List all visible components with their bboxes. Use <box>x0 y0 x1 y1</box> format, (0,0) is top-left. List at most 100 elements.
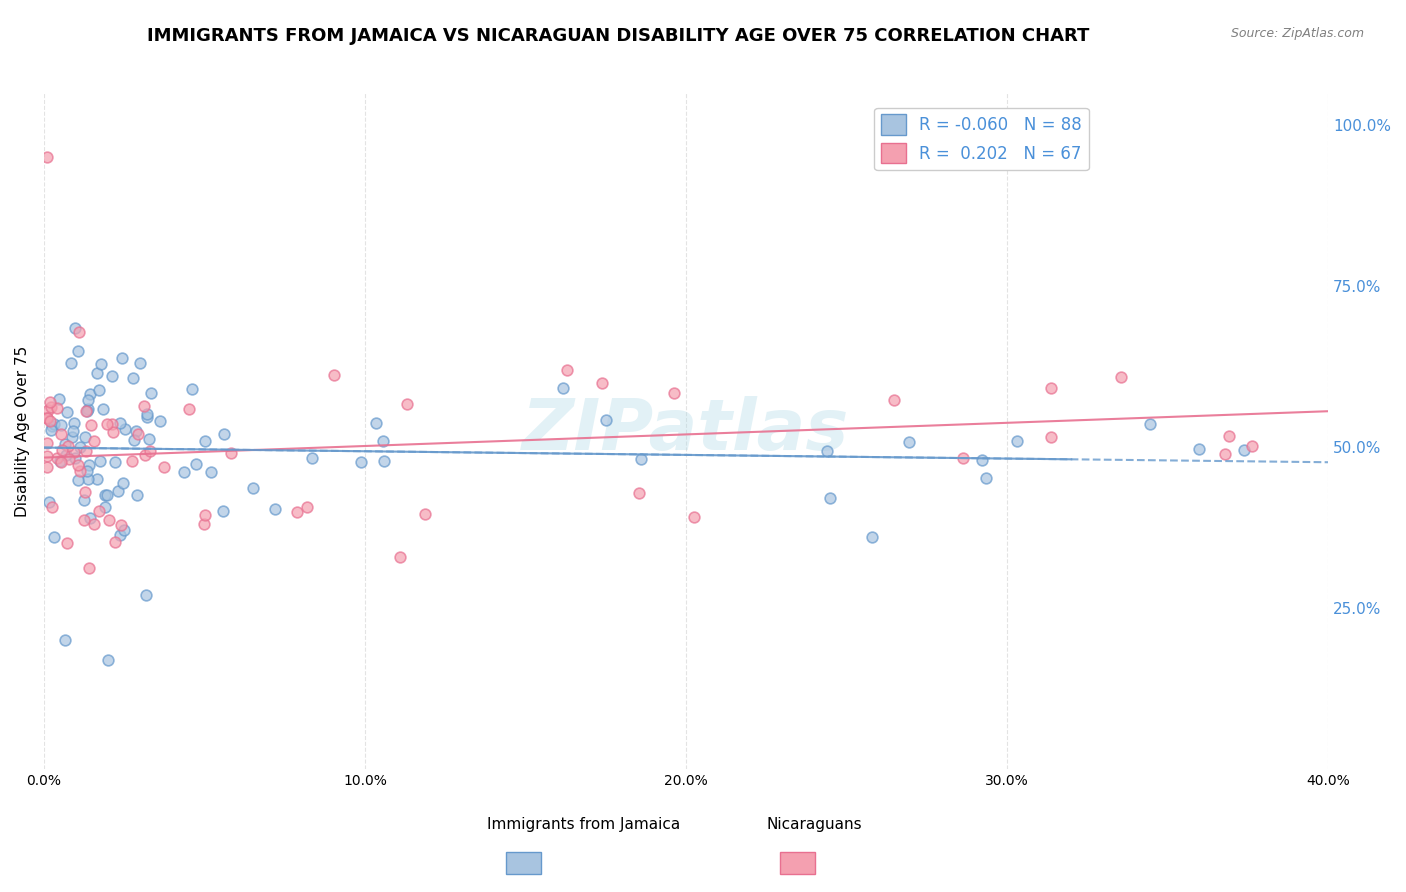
Point <box>153 460 176 475</box>
Point <box>80 417 103 432</box>
Point <box>97 513 120 527</box>
Point <box>35 460 58 475</box>
Point <box>1188 442 1211 457</box>
Point <box>46 401 69 415</box>
Point <box>662 385 685 400</box>
Point <box>628 486 651 500</box>
Point <box>883 392 905 407</box>
Point <box>45 450 67 465</box>
Point <box>301 451 323 466</box>
Point <box>59 356 82 370</box>
Point <box>37 403 59 417</box>
Point <box>41 419 63 434</box>
Point <box>1240 439 1263 453</box>
Point <box>41 500 63 514</box>
Point <box>1039 381 1062 395</box>
Point <box>104 535 127 549</box>
Point <box>60 430 83 444</box>
Point <box>66 458 89 472</box>
Point <box>89 454 111 468</box>
Point <box>55 448 77 462</box>
Point <box>63 416 86 430</box>
Point <box>76 464 98 478</box>
Point <box>682 510 704 524</box>
Point <box>63 445 86 459</box>
Point <box>39 400 62 414</box>
Point <box>1007 434 1029 449</box>
Point <box>1218 429 1240 443</box>
Text: Nicaraguans: Nicaraguans <box>766 817 862 831</box>
Point <box>135 407 157 421</box>
Point <box>219 446 242 460</box>
Point <box>630 452 652 467</box>
Point <box>77 392 100 407</box>
Text: ZIPatlas: ZIPatlas <box>522 396 849 466</box>
Point <box>264 502 287 516</box>
Point <box>242 481 264 495</box>
Point <box>58 452 80 467</box>
Point <box>184 457 207 471</box>
Point <box>818 491 841 506</box>
Point <box>53 437 76 451</box>
Point <box>83 517 105 532</box>
Point <box>114 422 136 436</box>
Point <box>555 363 578 377</box>
Point <box>108 528 131 542</box>
Point <box>48 392 70 406</box>
Text: Source: ZipAtlas.com: Source: ZipAtlas.com <box>1230 27 1364 40</box>
Point <box>395 397 418 411</box>
Point <box>69 440 91 454</box>
Point <box>87 383 110 397</box>
Point <box>551 381 574 395</box>
Point <box>860 531 883 545</box>
Point <box>39 423 62 437</box>
Point <box>815 444 838 458</box>
Point <box>285 505 308 519</box>
Point <box>96 488 118 502</box>
Point <box>193 517 215 532</box>
Point <box>73 485 96 500</box>
Point <box>38 495 60 509</box>
Point <box>66 344 89 359</box>
Point <box>110 518 132 533</box>
Point <box>76 404 98 418</box>
Point <box>141 386 163 401</box>
Point <box>77 472 100 486</box>
Point <box>350 455 373 469</box>
Text: IMMIGRANTS FROM JAMAICA VS NICARAGUAN DISABILITY AGE OVER 75 CORRELATION CHART: IMMIGRANTS FROM JAMAICA VS NICARAGUAN DI… <box>148 27 1090 45</box>
Point <box>77 458 100 472</box>
Point <box>974 471 997 485</box>
Point <box>173 465 195 479</box>
Point <box>73 430 96 444</box>
Point <box>94 488 117 502</box>
Point <box>83 434 105 448</box>
Text: Immigrants from Jamaica: Immigrants from Jamaica <box>486 817 681 831</box>
Point <box>35 150 58 164</box>
Point <box>366 417 388 431</box>
Point <box>388 549 411 564</box>
Point <box>87 504 110 518</box>
Point <box>970 453 993 467</box>
Point <box>101 369 124 384</box>
Point <box>66 473 89 487</box>
Point <box>35 436 58 450</box>
Point <box>181 383 204 397</box>
Point <box>96 417 118 431</box>
Point <box>373 453 395 467</box>
Point <box>591 376 613 391</box>
Point <box>132 399 155 413</box>
Point <box>138 432 160 446</box>
Point <box>177 402 200 417</box>
Point <box>67 326 90 340</box>
Point <box>127 427 149 442</box>
Point <box>200 465 222 479</box>
Point <box>194 434 217 449</box>
Point <box>39 414 62 428</box>
Point <box>952 450 974 465</box>
Point <box>1139 417 1161 431</box>
Point <box>75 443 97 458</box>
Point <box>51 417 73 432</box>
Point <box>91 402 114 417</box>
Point <box>73 493 96 508</box>
Point <box>111 476 134 491</box>
